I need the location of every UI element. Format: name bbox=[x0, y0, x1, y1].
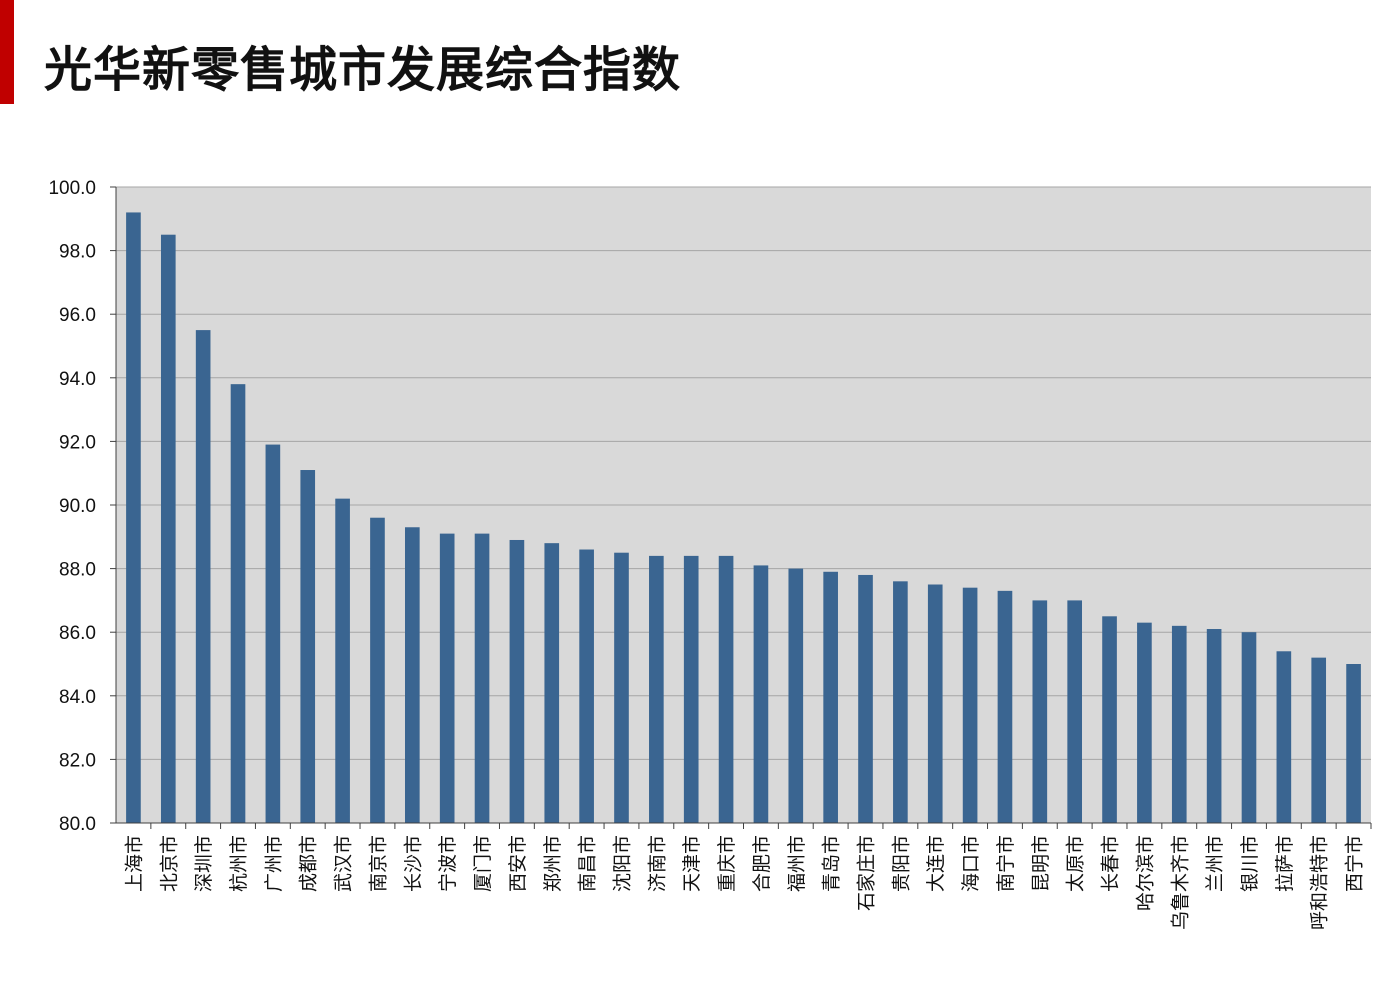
x-tick-label: 成都市 bbox=[298, 835, 320, 892]
bar bbox=[474, 533, 490, 823]
bar bbox=[1137, 622, 1152, 823]
y-tick-label: 98.0 bbox=[59, 242, 96, 263]
x-tick-label: 银川市 bbox=[1239, 835, 1261, 892]
bar bbox=[579, 549, 594, 823]
x-tick-label: 深圳市 bbox=[193, 835, 215, 892]
x-tick-label: 武汉市 bbox=[333, 835, 355, 892]
x-tick-label: 天津市 bbox=[681, 835, 703, 892]
x-tick-label: 石家庄市 bbox=[856, 835, 878, 911]
x-tick-label: 南宁市 bbox=[995, 835, 1017, 892]
bar bbox=[1206, 629, 1222, 823]
x-tick-label: 南昌市 bbox=[577, 835, 599, 892]
bar bbox=[1241, 632, 1257, 823]
bar bbox=[962, 587, 978, 823]
x-tick-label: 哈尔滨市 bbox=[1134, 835, 1156, 911]
x-tick-label: 呼和浩特市 bbox=[1309, 835, 1331, 930]
bar bbox=[893, 581, 908, 823]
y-tick-label: 84.0 bbox=[59, 687, 96, 708]
bar bbox=[1102, 616, 1117, 823]
bar bbox=[230, 384, 246, 823]
bar bbox=[683, 555, 699, 823]
x-tick-label: 宁波市 bbox=[437, 835, 459, 892]
y-tick-label: 88.0 bbox=[59, 560, 96, 581]
x-tick-label: 长沙市 bbox=[402, 835, 424, 892]
bar bbox=[195, 330, 211, 823]
bar bbox=[1346, 664, 1361, 823]
page-title: 光华新零售城市发展综合指数 bbox=[44, 42, 682, 98]
x-tick-label: 大连市 bbox=[925, 835, 947, 892]
x-tick-label: 郑州市 bbox=[542, 835, 564, 892]
x-tick-label: 长春市 bbox=[1100, 835, 1122, 892]
bar bbox=[858, 574, 873, 823]
y-tick-label: 96.0 bbox=[59, 305, 96, 326]
x-tick-label: 厦门市 bbox=[472, 835, 494, 892]
x-tick-label: 乌鲁木齐市 bbox=[1169, 835, 1191, 930]
bar bbox=[335, 498, 350, 823]
bar bbox=[370, 517, 385, 823]
y-tick-label: 82.0 bbox=[59, 750, 96, 771]
y-tick-label: 90.0 bbox=[59, 496, 96, 517]
bar bbox=[1311, 657, 1327, 823]
x-tick-label: 西宁市 bbox=[1344, 835, 1366, 892]
x-tick-label: 昆明市 bbox=[1030, 835, 1052, 892]
x-tick-label: 沈阳市 bbox=[611, 835, 633, 892]
x-tick-label: 拉萨市 bbox=[1274, 835, 1296, 892]
x-tick-label: 上海市 bbox=[123, 835, 145, 892]
bar bbox=[300, 470, 316, 823]
x-tick-label: 北京市 bbox=[158, 835, 180, 892]
x-tick-label: 广州市 bbox=[263, 835, 285, 892]
x-tick-label: 福州市 bbox=[786, 835, 808, 892]
bar bbox=[649, 555, 664, 823]
bar bbox=[126, 212, 141, 823]
bar bbox=[1067, 600, 1083, 823]
bar bbox=[788, 568, 804, 823]
x-tick-label: 贵阳市 bbox=[890, 835, 912, 892]
bar bbox=[1276, 651, 1292, 823]
bar bbox=[1032, 600, 1048, 823]
bar bbox=[614, 552, 629, 823]
x-tick-label: 重庆市 bbox=[716, 835, 738, 892]
y-tick-label: 92.0 bbox=[59, 432, 96, 453]
title-accent-bar bbox=[0, 0, 14, 104]
bar bbox=[265, 444, 281, 823]
x-tick-label: 青岛市 bbox=[821, 835, 843, 892]
bar bbox=[823, 571, 838, 823]
x-tick-label: 西安市 bbox=[507, 835, 529, 892]
bar bbox=[753, 565, 769, 823]
x-tick-label: 海口市 bbox=[960, 835, 982, 892]
x-tick-label: 太原市 bbox=[1065, 835, 1087, 892]
y-tick-label: 80.0 bbox=[59, 814, 96, 835]
bar bbox=[509, 539, 525, 823]
x-tick-label: 兰州市 bbox=[1204, 835, 1226, 892]
x-tick-label: 济南市 bbox=[646, 835, 668, 892]
y-tick-label: 100.0 bbox=[48, 178, 96, 199]
x-tick-label: 南京市 bbox=[367, 835, 389, 892]
y-tick-label: 94.0 bbox=[59, 369, 96, 390]
x-tick-label: 合肥市 bbox=[751, 835, 773, 892]
bar bbox=[1171, 625, 1187, 823]
bar bbox=[718, 555, 734, 823]
bar bbox=[439, 533, 455, 823]
bar bbox=[997, 590, 1013, 823]
bar bbox=[544, 543, 560, 823]
x-tick-label: 杭州市 bbox=[228, 835, 250, 892]
bar bbox=[160, 234, 176, 823]
y-tick-label: 86.0 bbox=[59, 623, 96, 644]
bar bbox=[927, 584, 943, 823]
bar bbox=[404, 527, 420, 823]
